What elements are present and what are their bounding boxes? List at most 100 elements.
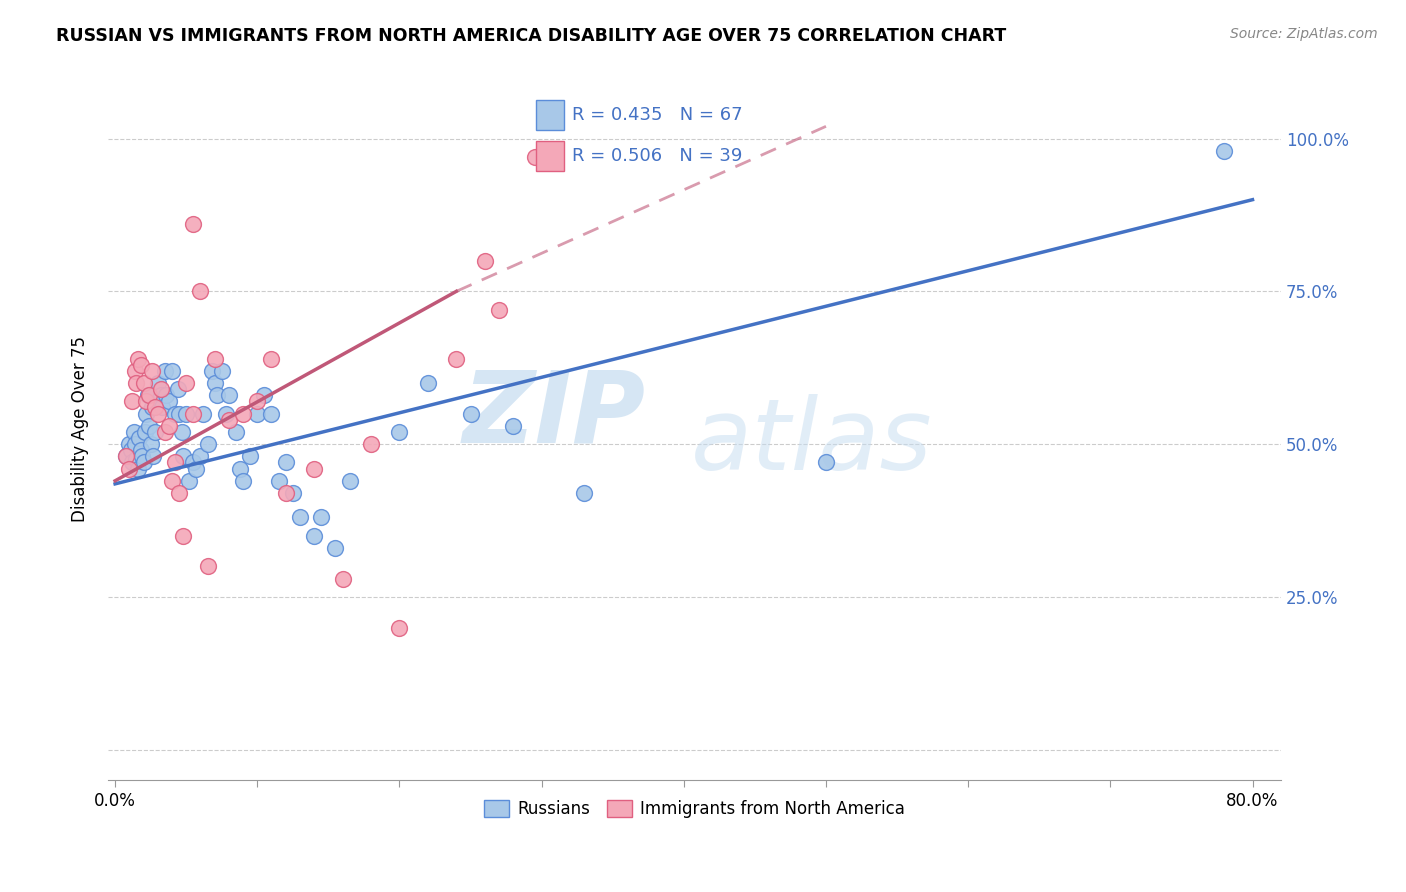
Point [131, 450, 153, 464]
Point [134, 425, 156, 439]
Point [302, 461, 325, 475]
Point [246, 407, 269, 421]
Point [166, 382, 188, 396]
Point [146, 376, 169, 390]
Point [125, 376, 148, 390]
Point [155, 388, 177, 402]
Point [190, 450, 212, 464]
Point [129, 358, 152, 372]
Point [157, 418, 180, 433]
Point [142, 450, 165, 464]
Y-axis label: Disability Age Over 75: Disability Age Over 75 [72, 336, 89, 522]
Point [118, 461, 141, 475]
Point [460, 407, 482, 421]
Point [135, 394, 157, 409]
Point [474, 253, 496, 268]
Point [267, 474, 290, 488]
Point [218, 413, 240, 427]
Legend: Russians, Immigrants from North America: Russians, Immigrants from North America [477, 793, 911, 825]
Point [167, 486, 190, 500]
Point [339, 474, 361, 488]
Point [153, 364, 176, 378]
Point [132, 376, 155, 390]
Point [502, 418, 524, 433]
Point [229, 461, 252, 475]
Point [246, 394, 269, 409]
Point [139, 437, 162, 451]
Point [127, 351, 149, 366]
Point [446, 351, 468, 366]
Point [141, 401, 163, 415]
Point [120, 443, 142, 458]
Point [388, 620, 411, 634]
Point [124, 364, 146, 378]
Point [118, 437, 141, 451]
Point [143, 401, 166, 415]
Point [1213, 144, 1236, 158]
Point [274, 455, 297, 469]
Point [201, 364, 224, 378]
Point [149, 382, 172, 396]
Point [239, 450, 262, 464]
Point [197, 437, 219, 451]
Point [281, 486, 304, 500]
Point [143, 425, 166, 439]
Point [124, 437, 146, 451]
Point [309, 510, 332, 524]
Point [232, 474, 254, 488]
Point [253, 388, 276, 402]
Point [218, 388, 240, 402]
Point [125, 452, 148, 467]
Point [574, 486, 596, 500]
Point [170, 425, 193, 439]
Text: atlas: atlas [690, 394, 932, 491]
Point [197, 559, 219, 574]
Point [129, 443, 152, 458]
Point [193, 407, 215, 421]
Point [157, 394, 180, 409]
Point [115, 450, 138, 464]
Point [132, 455, 155, 469]
Point [167, 407, 190, 421]
Point [153, 425, 176, 439]
Point [260, 407, 283, 421]
Point [288, 510, 311, 524]
Point [141, 364, 163, 378]
Point [174, 407, 197, 421]
Point [523, 150, 546, 164]
Point [181, 217, 204, 231]
Point [122, 425, 145, 439]
Point [360, 437, 382, 451]
Point [190, 285, 212, 299]
Point [160, 364, 183, 378]
Point [416, 376, 439, 390]
Point [274, 486, 297, 500]
Point [181, 455, 204, 469]
Point [163, 407, 186, 421]
Point [232, 407, 254, 421]
Point [128, 431, 150, 445]
Point [172, 529, 194, 543]
Point [204, 351, 226, 366]
Point [207, 388, 229, 402]
Point [488, 302, 510, 317]
Point [388, 425, 411, 439]
Point [211, 364, 233, 378]
Point [332, 572, 354, 586]
Point [172, 450, 194, 464]
Point [181, 407, 204, 421]
Point [215, 407, 238, 421]
Point [174, 376, 197, 390]
Point [138, 388, 160, 402]
Point [146, 407, 169, 421]
Point [163, 455, 186, 469]
Point [302, 529, 325, 543]
Point [325, 541, 347, 555]
Point [177, 474, 200, 488]
Point [204, 376, 226, 390]
Point [150, 401, 173, 415]
Point [260, 351, 283, 366]
Point [225, 425, 247, 439]
Point [115, 450, 138, 464]
Point [136, 388, 159, 402]
